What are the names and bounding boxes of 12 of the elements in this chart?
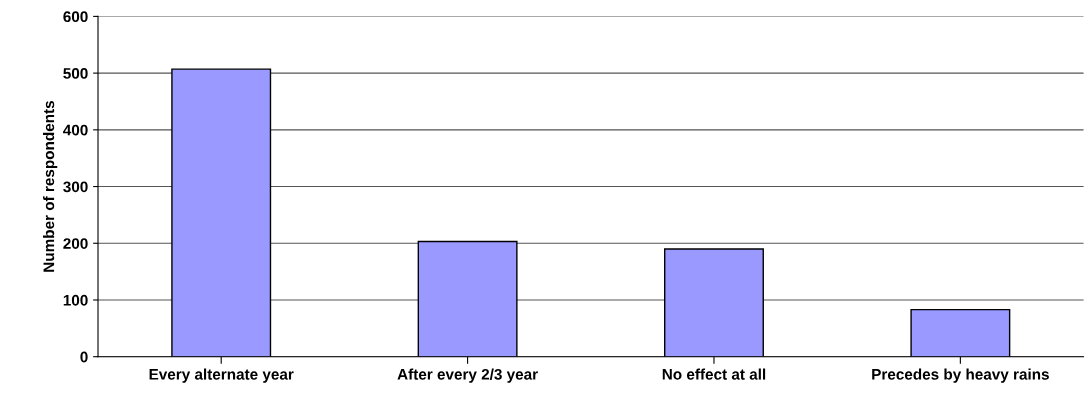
y-tick-label: 0 bbox=[80, 351, 88, 363]
y-tick-label: 500 bbox=[63, 67, 88, 79]
y-tick-label: 400 bbox=[63, 124, 88, 136]
x-tick-label: Precedes by heavy rains bbox=[872, 368, 1049, 383]
x-tick-label: No effect at all bbox=[662, 368, 766, 380]
y-tick-label: 200 bbox=[63, 238, 88, 249]
x-tick-label: Every alternate year bbox=[149, 368, 294, 383]
x-tick-label: After every 2/3 year bbox=[397, 368, 538, 383]
y-tick-label: 100 bbox=[63, 294, 88, 306]
y-axis-title: Number of respondents bbox=[43, 101, 58, 272]
y-tick-label: 300 bbox=[63, 181, 88, 193]
y-tick-label: 600 bbox=[63, 11, 88, 23]
